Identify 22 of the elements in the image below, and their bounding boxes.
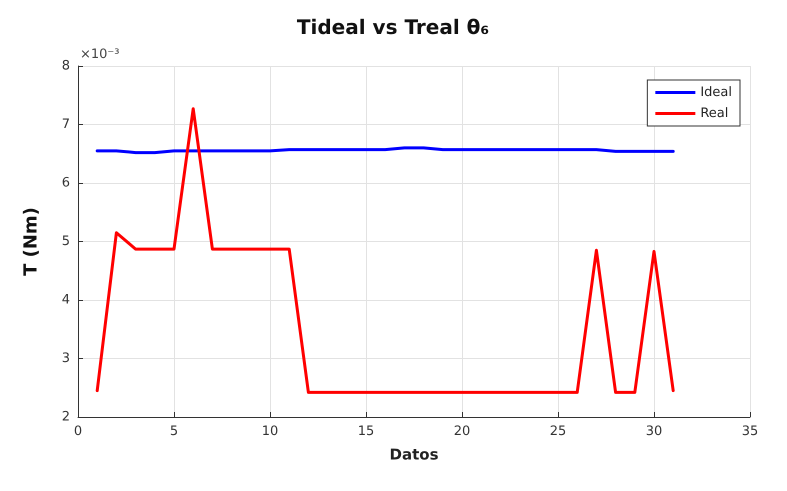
y-tick-label: 2 xyxy=(62,410,70,424)
text: ×10⁻³ xyxy=(80,47,120,62)
y-tick-label: 8 xyxy=(62,58,70,74)
x-tick-label: 15 xyxy=(358,424,374,439)
legend-label: Ideal xyxy=(700,85,732,100)
y-tick-label: 7 xyxy=(62,117,70,132)
x-tick-label: 25 xyxy=(550,424,566,439)
x-tick-label: 20 xyxy=(454,424,470,439)
y-axis-title: T (Nm) xyxy=(20,207,42,276)
x-tick-label: 5 xyxy=(170,424,178,439)
y-tick-label: 5 xyxy=(62,234,70,249)
x-axis-title: Datos xyxy=(390,446,439,464)
x-tick-label: 0 xyxy=(74,424,82,439)
y-tick-label: 3 xyxy=(62,351,70,366)
legend-label: Real xyxy=(700,106,728,121)
x-tick-label: 30 xyxy=(646,424,662,439)
y-tick-label: 6 xyxy=(62,176,70,190)
x-tick-label: 10 xyxy=(262,424,278,439)
x-tick-label: 35 xyxy=(742,424,758,439)
y-tick-label: 4 xyxy=(62,292,70,308)
chart-title: Tideal vs Treal θ₆ xyxy=(296,15,490,39)
line-series xyxy=(96,107,675,394)
